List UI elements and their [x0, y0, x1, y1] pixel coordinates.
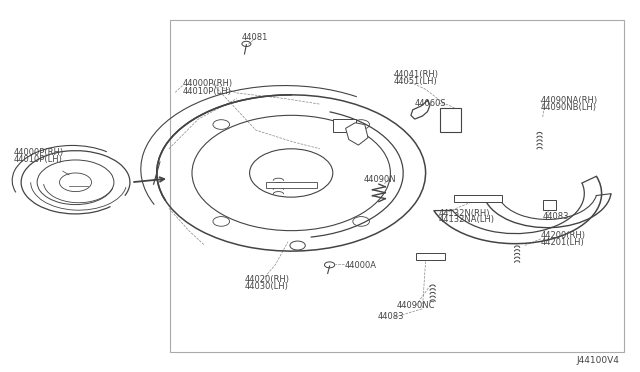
Text: 44090NC: 44090NC: [397, 301, 435, 310]
Polygon shape: [416, 253, 445, 260]
Text: 44083: 44083: [378, 312, 404, 321]
Text: 44060S: 44060S: [415, 99, 446, 108]
Text: 44132N(RH): 44132N(RH): [438, 209, 490, 218]
Polygon shape: [333, 119, 356, 132]
Text: J44100V4: J44100V4: [576, 356, 619, 365]
Text: 44041(RH): 44041(RH): [394, 70, 438, 79]
Text: 44132NA(LH): 44132NA(LH): [438, 215, 495, 224]
Text: 44083: 44083: [543, 212, 569, 221]
Polygon shape: [543, 200, 556, 210]
Polygon shape: [266, 182, 317, 188]
Text: 44010P(LH): 44010P(LH): [14, 155, 63, 164]
Polygon shape: [440, 108, 461, 132]
Text: 44090N: 44090N: [364, 175, 396, 184]
Text: 44000P(RH): 44000P(RH): [14, 148, 64, 157]
Text: 44000P(RH): 44000P(RH): [182, 79, 232, 88]
Text: 44090NA(RH): 44090NA(RH): [541, 96, 598, 105]
Text: 44081: 44081: [242, 33, 268, 42]
Text: 44020(RH): 44020(RH): [245, 275, 290, 284]
Polygon shape: [346, 123, 368, 145]
Polygon shape: [454, 195, 502, 202]
Text: 44051(LH): 44051(LH): [394, 77, 437, 86]
Text: 44090NB(LH): 44090NB(LH): [541, 103, 596, 112]
Text: 44000A: 44000A: [344, 262, 376, 270]
Bar: [170, 20, 624, 352]
Text: 44030(LH): 44030(LH): [245, 282, 289, 291]
Text: 44201(LH): 44201(LH): [541, 238, 584, 247]
Text: 44010P(LH): 44010P(LH): [182, 87, 231, 96]
Text: 44200(RH): 44200(RH): [541, 231, 586, 240]
